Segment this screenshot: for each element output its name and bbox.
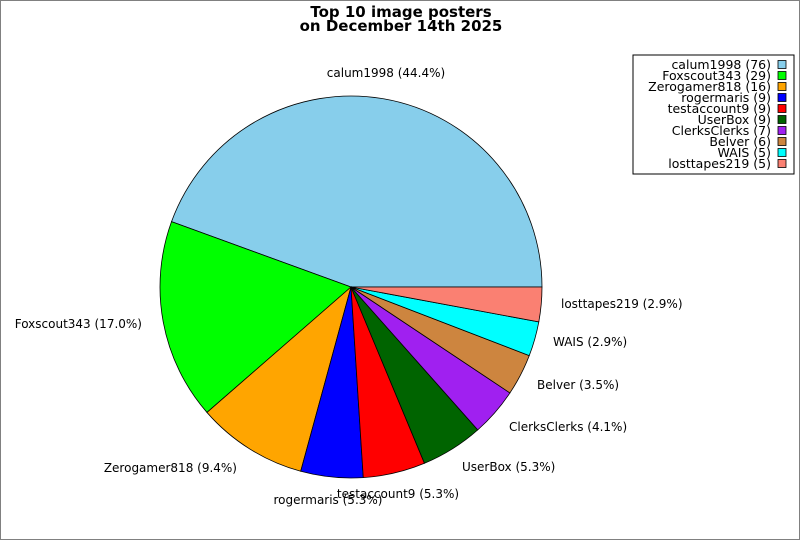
legend-swatch-losttapes219 [777,159,787,168]
pie-slice-zerogamer818 [206,285,352,472]
legend-swatch-belver [777,137,787,146]
legend-swatch-userbox [777,115,787,124]
legend-swatch-clerksclerks [777,126,787,135]
legend-box [632,54,795,175]
legend-entry-userbox: UserBox (9) [698,112,771,127]
slice-label-clerksclerks: ClerksClerks (4.1%) [509,420,627,434]
legend-swatch-rogermaris [777,93,787,102]
slice-label-wais: WAIS (2.9%) [553,335,627,349]
pie-slice-labels: calum1998 (44.4%) Foxscout343 (17.0%) Zero… [15,66,683,507]
legend-entry-clerksclerks: ClerksClerks (7) [672,123,771,138]
slice-label-userbox: UserBox (5.3%) [462,460,555,474]
legend-swatch-foxscout343 [777,71,787,80]
pie-slice-foxscout343 [159,221,352,414]
slice-label-testaccount9: testaccount9 (5.3%) [337,487,459,501]
legend-entry-belver: Belver (6) [709,134,771,149]
legend-entry-testaccount9: testaccount9 (9) [668,101,771,116]
legend-items: calum1998 (76)Foxscout343 (29)Zerogamer8… [648,57,787,171]
pie-slices [159,95,543,479]
slice-label-calum1998: calum1998 (44.4%) [327,66,445,80]
slice-label-losttapes219: losttapes219 (2.9%) [561,297,683,311]
legend-swatch-testaccount9 [777,104,787,113]
legend-swatch-calum1998 [777,60,787,69]
legend-swatch-wais [777,148,787,157]
slice-label-foxscout343: Foxscout343 (17.0%) [15,317,142,331]
legend-entry-rogermaris: rogermaris (9) [681,90,771,105]
legend-swatch-zerogamer818 [777,82,787,91]
slice-label-zerogamer818: Zerogamer818 (9.4%) [104,461,237,475]
legend-entry-foxscout343: Foxscout343 (29) [662,68,771,83]
slice-label-belver: Belver (3.5%) [537,378,619,392]
legend-entry-zerogamer818: Zerogamer818 (16) [648,79,771,94]
chart-subtitle: on December 14th 2025 [300,17,503,35]
chart-title: Top 10 image posters [310,3,491,21]
pie-slice-losttapes219 [350,286,543,323]
pie-slice-calum1998 [171,95,543,288]
legend: calum1998 (76)Foxscout343 (29)Zerogamer8… [632,54,795,175]
legend-entry-losttapes219: losttapes219 (5) [668,156,771,171]
legend-entry-wais: WAIS (5) [717,145,771,160]
slice-label-rogermaris: rogermaris (5.3%) [274,493,383,507]
legend-entry-calum1998: calum1998 (76) [671,57,771,72]
